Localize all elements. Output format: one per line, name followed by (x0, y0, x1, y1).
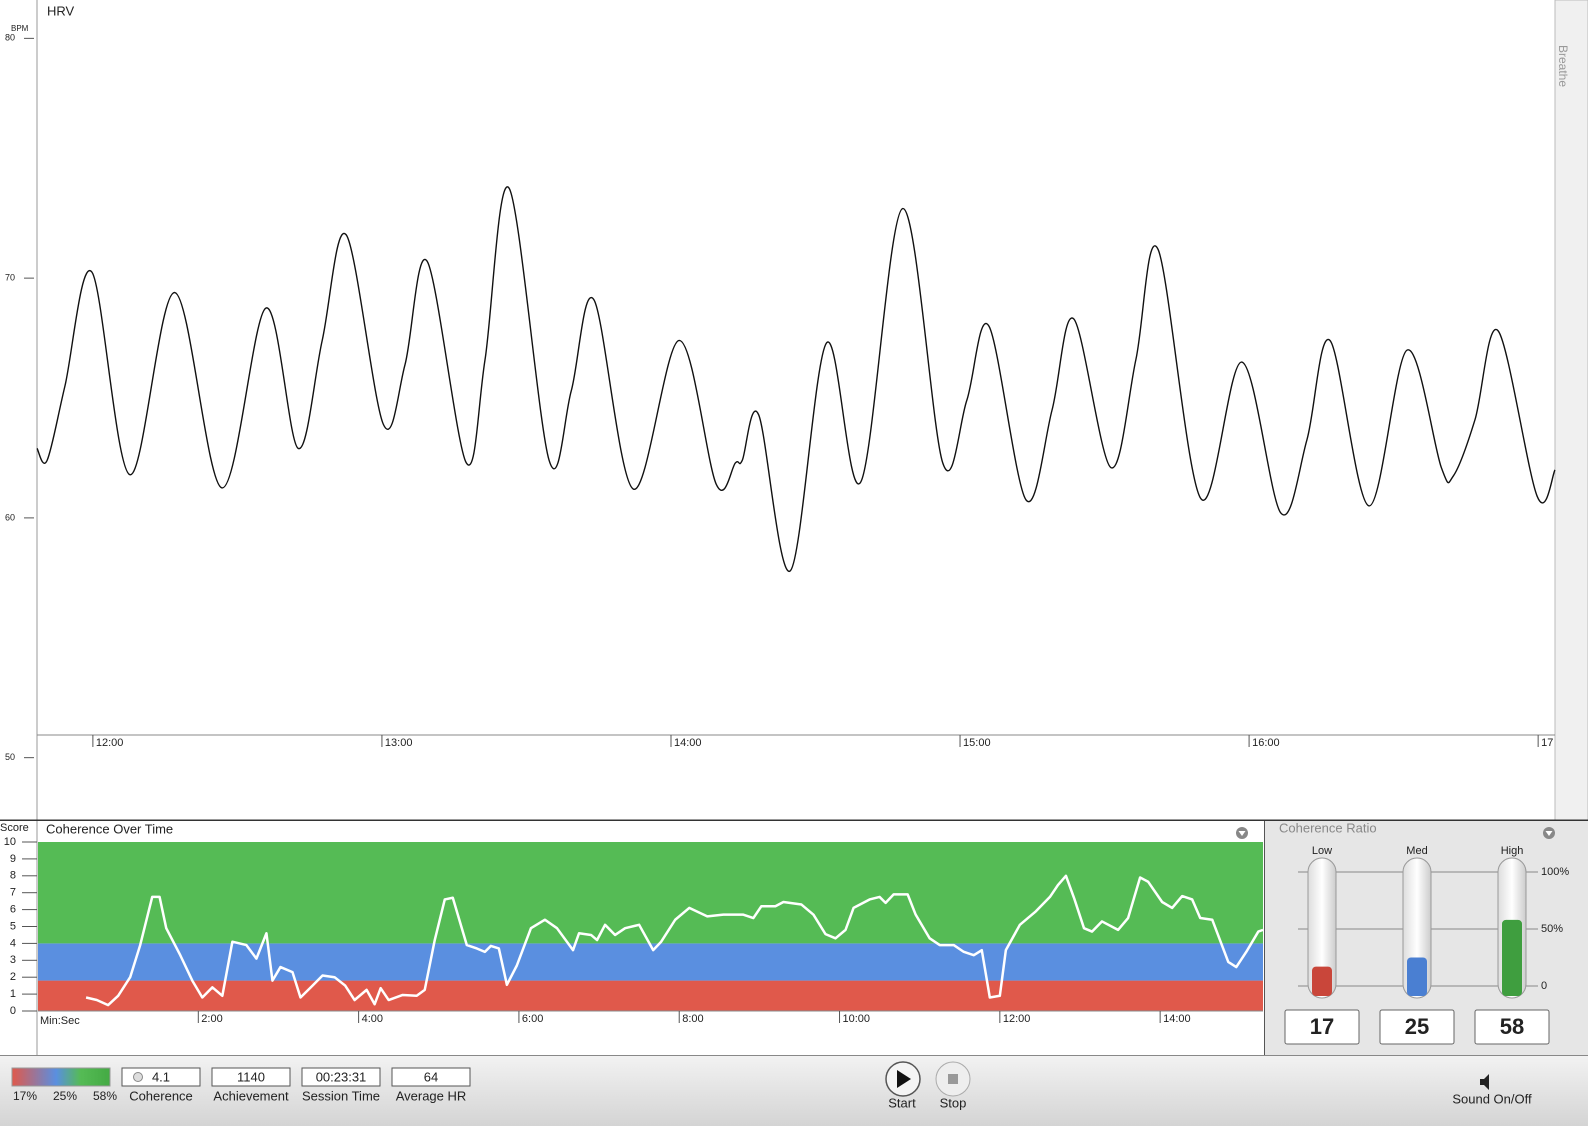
gauge-value: 58 (1500, 1014, 1524, 1039)
button-label[interactable]: Start (888, 1095, 916, 1110)
y-tick-label: 0 (10, 1005, 16, 1017)
hrv-line (36, 186, 1556, 572)
ratio-label: 58% (93, 1089, 117, 1103)
gauge-fill (1407, 957, 1427, 996)
status-dot (133, 1072, 143, 1082)
y-tick-label: 60 (5, 512, 15, 522)
x-tick-label: 8:00 (682, 1013, 703, 1025)
gauge-value: 25 (1405, 1014, 1429, 1039)
field-value: 64 (424, 1069, 438, 1084)
gauge-fill (1312, 966, 1332, 996)
hrv-title: HRV (47, 3, 75, 18)
y-tick-label: 6 (10, 904, 16, 916)
y-tick-label: 50% (1541, 923, 1563, 935)
y-axis-label: Score (0, 822, 29, 834)
y-axis-label: BPM (11, 24, 29, 33)
field-value: 4.1 (152, 1069, 170, 1084)
x-tick-label: 4:00 (362, 1013, 383, 1025)
hrv-panel (0, 0, 1588, 820)
ratio-title: Coherence Ratio (1279, 820, 1377, 835)
coherence-title: Coherence Over Time (46, 821, 173, 836)
y-tick-label: 5 (10, 920, 16, 932)
y-tick-label: 9 (10, 853, 16, 865)
x-tick-label: 14:00 (1163, 1013, 1191, 1025)
field-box (121, 1067, 201, 1087)
dropdown-arrow (1238, 831, 1246, 836)
x-tick-label: 13:00 (385, 737, 413, 749)
field-box (301, 1067, 381, 1087)
field-label: Average HR (396, 1088, 467, 1103)
ratio-bar (11, 1067, 111, 1087)
value-box (1474, 1009, 1550, 1045)
field-label: Coherence (129, 1088, 193, 1103)
zone-band (38, 842, 1263, 944)
x-tick-label: 6:00 (522, 1013, 543, 1025)
zone-band (38, 943, 1263, 981)
zone-band (38, 980, 1263, 1011)
play-icon (897, 1070, 911, 1088)
ratio-label: 25% (53, 1089, 77, 1103)
y-tick-label: 3 (10, 954, 16, 966)
y-tick-label: 100% (1541, 866, 1569, 878)
gauge-label: Low (1312, 845, 1332, 857)
value-box (1379, 1009, 1455, 1045)
field-box (391, 1067, 471, 1087)
x-tick-label: 15:00 (963, 737, 991, 749)
y-tick-label: 0 (1541, 980, 1547, 992)
gauge-value: 17 (1310, 1014, 1334, 1039)
x-tick-label: 10:00 (843, 1013, 871, 1025)
field-box (211, 1067, 291, 1087)
field-label: Achievement (213, 1088, 289, 1103)
x-tick-label: 12:00 (1003, 1013, 1031, 1025)
x-tick-label: 14:00 (674, 737, 702, 749)
field-value: 1140 (237, 1069, 265, 1084)
y-tick-label: 7 (10, 887, 16, 899)
x-tick-label: 12:00 (96, 737, 124, 749)
ratio-label: 17% (13, 1089, 37, 1103)
y-tick-label: 80 (5, 33, 15, 43)
y-tick-label: 1 (10, 988, 16, 1000)
x-tick-label: 16:00 (1252, 737, 1280, 749)
y-tick-label: 2 (10, 971, 16, 983)
y-tick-label: 8 (10, 870, 16, 882)
stop-icon (948, 1074, 958, 1084)
value-box (1284, 1009, 1360, 1045)
speaker-icon[interactable] (1480, 1074, 1489, 1090)
sound-label[interactable]: Sound On/Off (1452, 1091, 1532, 1106)
gauge-label: High (1501, 845, 1524, 857)
x-tick-label: 17 (1541, 737, 1553, 749)
x-axis-label: Min:Sec (40, 1015, 80, 1027)
y-tick-label: 70 (5, 273, 15, 283)
gauge-fill (1502, 919, 1522, 996)
breathe-label[interactable]: Breathe (1556, 45, 1570, 87)
gauge-tube (1307, 857, 1337, 999)
button-label[interactable]: Stop (940, 1095, 967, 1110)
y-tick-label: 4 (10, 937, 16, 949)
y-tick-label: 50 (5, 752, 15, 762)
coherence-line (85, 874, 1264, 1007)
breathe-tab[interactable] (1554, 0, 1588, 821)
x-tick-label: 2:00 (201, 1013, 222, 1025)
field-value: 00:23:31 (316, 1069, 367, 1084)
field-label: Session Time (302, 1088, 380, 1103)
gauge-label: Med (1406, 845, 1427, 857)
dropdown-arrow (1545, 831, 1553, 836)
y-tick-label: 10 (4, 836, 16, 848)
